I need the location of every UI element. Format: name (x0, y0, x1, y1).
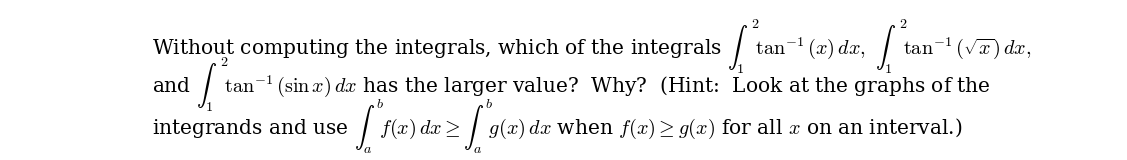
Text: and $\int_1^{\,2}\!\tan^{-1}(\sin x)\,dx$ has the larger value?  Why?  (Hint:  L: and $\int_1^{\,2}\!\tan^{-1}(\sin x)\,dx… (152, 55, 991, 114)
Text: integrands and use $\int_a^b\! f(x)\,dx \geq \int_a^b\! g(x)\,dx$ when $f(x) \ge: integrands and use $\int_a^b\! f(x)\,dx … (152, 97, 962, 156)
Text: Without computing the integrals, which of the integrals $\int_1^{\,2}\!\tan^{-1}: Without computing the integrals, which o… (152, 17, 1031, 76)
